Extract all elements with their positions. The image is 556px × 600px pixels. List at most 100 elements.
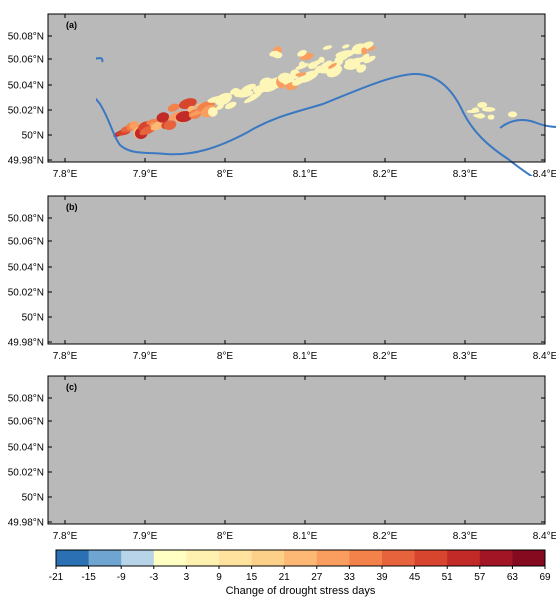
vineyard-patch (342, 50, 355, 58)
lon-tick-label: 8.2°E (373, 531, 398, 542)
map-background (48, 14, 545, 162)
lat-tick-label: 50.08°N (8, 394, 44, 405)
lat-tick-label: 50.04°N (8, 263, 44, 274)
vineyard-patch (216, 104, 224, 110)
vineyard-patch (297, 49, 307, 57)
vineyard-patch (473, 113, 486, 118)
colorbar-frame (55, 549, 546, 567)
map-background (48, 376, 545, 524)
colorbar-tick-label: 39 (376, 572, 388, 583)
colorbar-tick-label: 21 (279, 572, 291, 583)
colorbar-segment (316, 550, 350, 566)
map-background (48, 196, 545, 344)
vineyard-patch (156, 112, 170, 123)
lat-tick-label: 50.08°N (8, 32, 44, 43)
lat-tick-label: 50.02°N (8, 288, 44, 299)
panel-label: (c) (66, 382, 77, 392)
lat-tick-label: 50.08°N (8, 214, 44, 225)
vineyard-patch (300, 70, 319, 82)
colorbar-segment (251, 550, 285, 566)
colorbar-segment (414, 550, 448, 566)
lat-tick-label: 50.06°N (8, 237, 44, 248)
vineyard-patch (325, 60, 333, 66)
colorbar-tick-label: 3 (184, 572, 190, 583)
vineyard-patch (269, 50, 280, 57)
colorbar-tick-label: 15 (246, 572, 258, 583)
vineyard-patch (175, 110, 193, 123)
lon-tick-label: 8°E (217, 531, 234, 542)
vineyard-patch (290, 69, 300, 79)
colorbar-title: Change of drought stress days (226, 585, 376, 597)
vineyard-patch (367, 46, 376, 52)
colorbar-tick-label: -9 (117, 572, 126, 583)
colorbar-tick-label: -3 (149, 572, 158, 583)
vineyard-patch (167, 103, 180, 112)
lon-tick-label: 8.4°E (533, 531, 556, 542)
river-line (499, 119, 556, 129)
vineyard-patch (362, 53, 370, 59)
lon-tick-label: 8°E (217, 169, 234, 180)
vineyard-patch (236, 90, 254, 98)
colorbar-tick-label: 69 (539, 572, 551, 583)
colorbar-segment (56, 550, 90, 566)
map-frame (47, 375, 546, 525)
colorbar-tick-label: -21 (49, 572, 64, 583)
lat-tick-label: 50°N (22, 131, 44, 142)
rivers (96, 56, 556, 176)
vineyard-patch (322, 45, 333, 50)
map-panel-b: (b) 7.8°E 7.9°E 8°E 8.1°E 8.2°E 8.3°E 8.4°E 50.0… (8, 195, 556, 362)
lat-tick-label: 50.06°N (8, 417, 44, 428)
colorbar-segment (382, 550, 416, 566)
lat-tick-label: 50.04°N (8, 81, 44, 92)
colorbar-tick-label: 33 (344, 572, 356, 583)
lat-tick-label: 49.98°N (8, 338, 44, 349)
vineyard-patch (344, 58, 355, 66)
vineyard-patch (224, 101, 237, 110)
vineyard-patch (207, 107, 218, 117)
vineyard-patch (361, 47, 368, 55)
lon-tick-label: 7.9°E (133, 169, 158, 180)
vineyard-patch (241, 83, 256, 93)
lat-tick-label: 49.98°N (8, 518, 44, 529)
vineyard-patch (298, 61, 306, 68)
lon-tick-label: 8.2°E (373, 169, 398, 180)
map-panel-a: (a) 7.8°E 7.9°E 8°E 8.1°E 8.2°E 8.3°E 8.4°E 50.0… (8, 13, 556, 180)
river-line (96, 72, 534, 176)
lon-tick-label: 8.4°E (533, 351, 556, 362)
lon-tick-label: 8.3°E (453, 169, 478, 180)
colorbar-segment (349, 550, 383, 566)
colorbar-segment (186, 550, 220, 566)
lon-tick-label: 8.1°E (293, 531, 318, 542)
vineyard-patch (250, 92, 262, 98)
map-panel-c: (c) 7.8°E 7.9°E 8°E 8.1°E 8.2°E 8.3°E 8.4°E 50.0… (8, 375, 556, 542)
river-line (96, 56, 104, 63)
panel-label: (b) (66, 202, 78, 212)
vineyard-patch (342, 44, 350, 49)
colorbar-tick-label: 27 (311, 572, 323, 583)
lon-tick-label: 8.3°E (453, 351, 478, 362)
lon-tick-label: 8.4°E (533, 169, 556, 180)
colorbar-segment (88, 550, 122, 566)
vineyard-patch (356, 64, 367, 73)
lat-tick-label: 50°N (22, 313, 44, 324)
lon-tick-label: 8.3°E (453, 531, 478, 542)
colorbar-tick-label: 45 (409, 572, 421, 583)
vineyard-patch (363, 55, 376, 64)
lon-tick-label: 7.9°E (133, 351, 158, 362)
lat-tick-label: 50.02°N (8, 468, 44, 479)
vineyard-patch (163, 120, 177, 131)
colorbar-segment (219, 550, 253, 566)
map-frame (47, 13, 546, 163)
lon-tick-label: 7.8°E (53, 531, 78, 542)
lon-tick-label: 7.8°E (53, 351, 78, 362)
map-frame (47, 195, 546, 345)
colorbar-segment (284, 550, 318, 566)
lon-tick-label: 7.9°E (133, 531, 158, 542)
vineyard-areas (96, 41, 518, 139)
vineyard-patch (222, 95, 232, 103)
lon-tick-label: 7.8°E (53, 169, 78, 180)
vineyard-patch (295, 72, 307, 77)
lat-tick-label: 50.06°N (8, 55, 44, 66)
